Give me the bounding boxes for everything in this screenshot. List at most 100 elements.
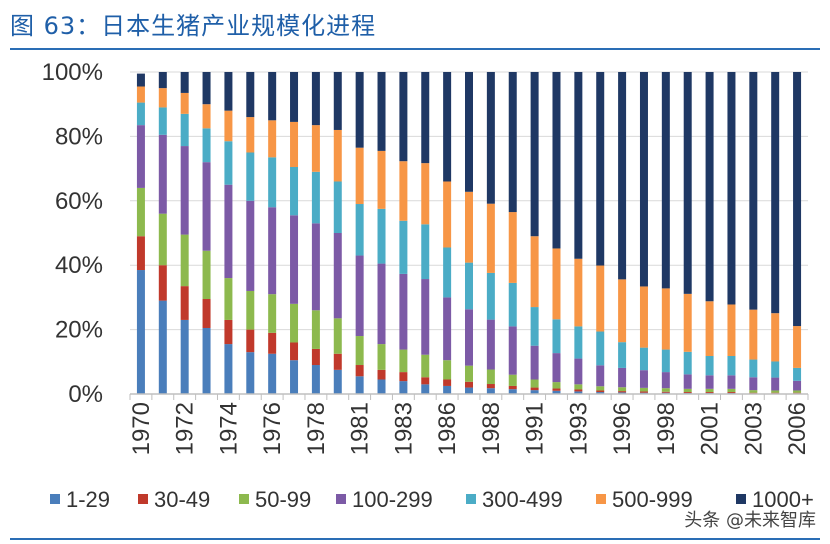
bar-segment-50-99 xyxy=(552,382,561,389)
bar-segment-1-29 xyxy=(246,352,255,394)
bar-segment-500-999 xyxy=(465,191,473,263)
bar-segment-500-999 xyxy=(530,236,539,308)
bar-segment-30-49 xyxy=(618,391,627,393)
x-tick-label: 1991 xyxy=(522,402,549,455)
bar-segment-100-299 xyxy=(793,380,802,391)
bar-segment-30-49 xyxy=(355,365,364,377)
bar-segment-1000+ xyxy=(749,72,758,310)
legend-swatch xyxy=(239,494,249,504)
bar-stack-1995 xyxy=(596,72,605,394)
bar-segment-50-99 xyxy=(705,388,714,393)
x-tick-label: 1978 xyxy=(303,402,330,455)
bar-segment-100-299 xyxy=(290,215,299,304)
bar-segment-100-299 xyxy=(639,370,648,388)
bar-segment-100-299 xyxy=(661,372,670,389)
bar-segment-1000+ xyxy=(793,72,802,327)
bar-segment-50-99 xyxy=(421,354,430,378)
bar-segment-100-299 xyxy=(596,365,605,387)
bar-segment-500-999 xyxy=(158,88,167,108)
bar-segment-500-999 xyxy=(202,104,211,129)
x-tick-label: 2006 xyxy=(784,402,811,455)
bar-segment-30-49 xyxy=(180,286,189,320)
bar-segment-300-499 xyxy=(377,208,386,264)
x-tick-label: 2003 xyxy=(740,402,767,455)
bar-segment-1000+ xyxy=(486,72,495,204)
bar-segment-30-49 xyxy=(311,348,320,366)
bar-segment-500-999 xyxy=(180,92,189,114)
bar-segment-300-499 xyxy=(268,157,277,208)
bar-segment-100-299 xyxy=(749,377,758,391)
bar-segment-500-999 xyxy=(508,212,517,283)
bar-segment-1000+ xyxy=(639,72,648,287)
bar-stack-1982 xyxy=(377,72,386,394)
bar-segment-100-299 xyxy=(224,184,233,279)
bar-segment-100-299 xyxy=(399,273,408,350)
bar-stack-1988 xyxy=(486,72,495,394)
bar-stack-1993 xyxy=(574,72,583,394)
bar-segment-30-49 xyxy=(246,329,255,353)
bar-stack-1974 xyxy=(224,72,233,394)
bar-stack-1987 xyxy=(465,72,473,394)
bar-segment-50-99 xyxy=(771,390,780,393)
bar-segment-500-999 xyxy=(224,110,233,142)
bar-segment-1000+ xyxy=(355,72,364,148)
bar-segment-300-499 xyxy=(574,326,583,359)
bar-segment-100-299 xyxy=(465,309,473,366)
bar-stack-1978 xyxy=(311,72,320,394)
bar-segment-1-29 xyxy=(158,300,167,394)
bar-stack-1973 xyxy=(202,72,211,394)
bar-stack-1991 xyxy=(530,72,539,394)
bar-segment-1000+ xyxy=(421,72,430,164)
bar-stack-1976 xyxy=(268,72,277,394)
bar-segment-300-499 xyxy=(793,367,802,381)
bar-segment-1000+ xyxy=(661,72,670,289)
bar-segment-100-299 xyxy=(333,233,342,319)
legend-swatch xyxy=(466,494,476,504)
bar-segment-1000+ xyxy=(465,72,473,192)
bar-segment-50-99 xyxy=(268,294,277,333)
bar-segment-50-99 xyxy=(311,310,320,349)
legend-item-30-49: 30-49 xyxy=(138,487,210,512)
x-tick-label: 1972 xyxy=(172,402,199,455)
legend-label: 1000+ xyxy=(752,487,814,512)
bar-segment-30-49 xyxy=(705,392,714,394)
bar-segment-500-999 xyxy=(443,181,452,248)
bar-segment-30-49 xyxy=(486,384,495,389)
bar-segment-500-999 xyxy=(749,309,758,360)
legend-swatch xyxy=(736,494,746,504)
bar-segment-1000+ xyxy=(311,72,320,126)
bar-segment-1-29 xyxy=(333,369,342,394)
bar-segment-50-99 xyxy=(443,360,452,380)
bar-segment-500-999 xyxy=(268,120,277,158)
bar-segment-300-499 xyxy=(705,356,714,376)
bar-segment-50-99 xyxy=(727,388,736,393)
bar-segment-30-49 xyxy=(443,379,452,386)
bar-segment-50-99 xyxy=(530,379,539,388)
bar-segment-1-29 xyxy=(596,392,605,394)
bar-segment-50-99 xyxy=(202,250,211,300)
bar-segment-1000+ xyxy=(443,72,452,182)
bar-segment-500-999 xyxy=(574,258,583,327)
bar-stack-1990 xyxy=(508,72,517,394)
bar-segment-50-99 xyxy=(465,365,473,382)
bar-segment-50-99 xyxy=(596,386,605,391)
bar-segment-1000+ xyxy=(202,72,211,105)
legend-label: 30-49 xyxy=(154,487,210,512)
bar-segment-50-99 xyxy=(661,388,670,392)
bar-stack-1992 xyxy=(552,72,561,394)
bottom-divider xyxy=(10,538,820,540)
bar-segment-30-49 xyxy=(202,299,211,328)
legend-label: 500-999 xyxy=(612,487,693,512)
x-axis-ticks: 1970 1972 1974 1976 1978 1981 1983 1986 1988 1991… xyxy=(128,402,811,455)
x-axis xyxy=(129,393,809,400)
bar-segment-1000+ xyxy=(508,72,517,213)
bar-segment-100-299 xyxy=(727,375,736,389)
bar-segment-500-999 xyxy=(486,203,495,273)
bar-segment-1-29 xyxy=(355,376,364,394)
bar-segment-50-99 xyxy=(683,388,692,393)
bar-stack-1972 xyxy=(180,72,189,394)
x-tick-label: 1983 xyxy=(390,402,417,455)
legend-item-1-29: 1-29 xyxy=(50,487,110,512)
legend-item-500-999: 500-999 xyxy=(596,487,693,512)
